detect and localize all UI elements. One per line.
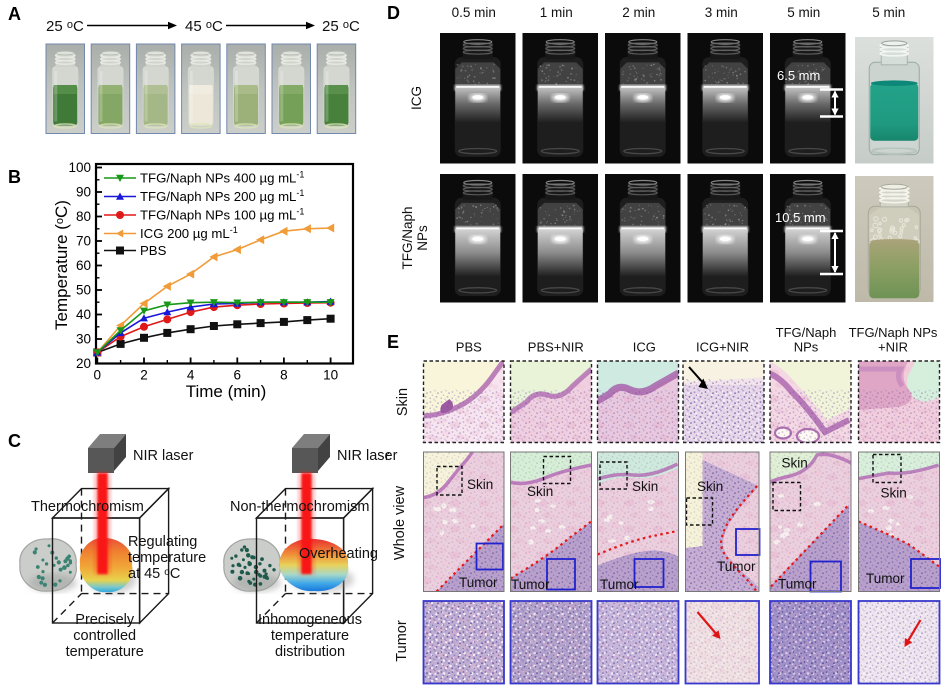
svg-text:Tumor: Tumor <box>866 571 905 586</box>
svg-text:TFG/Naph NPs 100 µg mL-1: TFG/Naph NPs 100 µg mL-1 <box>140 207 304 223</box>
svg-text:0: 0 <box>94 368 102 383</box>
svg-text:25 oC: 25 oC <box>322 18 360 35</box>
svg-text:1 min: 1 min <box>540 5 573 20</box>
svg-text:Time (min): Time (min) <box>186 382 267 401</box>
svg-text:TFG/Naph: TFG/Naph <box>400 206 415 269</box>
svg-text:Skin: Skin <box>881 486 907 501</box>
svg-text:5 min: 5 min <box>787 5 820 20</box>
svg-text:3 min: 3 min <box>705 5 738 20</box>
svg-text:temperature: temperature <box>271 628 349 644</box>
svg-text:Skin: Skin <box>632 479 658 494</box>
svg-text:8: 8 <box>280 368 288 383</box>
svg-text:temperature: temperature <box>66 644 144 660</box>
svg-text:distribution: distribution <box>275 644 345 660</box>
svg-text:Skin: Skin <box>527 484 553 499</box>
svg-text:Inhomogeneous: Inhomogeneous <box>258 612 362 628</box>
svg-text:10: 10 <box>323 368 338 383</box>
svg-text:80: 80 <box>76 209 91 224</box>
svg-text:NPs: NPs <box>794 340 819 355</box>
svg-text:Skin: Skin <box>697 479 723 494</box>
svg-text:2 min: 2 min <box>622 5 655 20</box>
svg-text:C: C <box>8 431 21 451</box>
svg-text:40: 40 <box>76 307 91 322</box>
svg-text:Tumor: Tumor <box>459 575 498 590</box>
svg-text:Whole view: Whole view <box>392 485 408 560</box>
svg-text:PBS: PBS <box>456 340 482 355</box>
svg-text:Thermochromism: Thermochromism <box>31 499 144 515</box>
svg-text:45 oC: 45 oC <box>185 18 223 35</box>
svg-text:Tumor: Tumor <box>394 620 410 662</box>
svg-text:Skin: Skin <box>782 456 808 471</box>
svg-text:TFG/Naph NPs: TFG/Naph NPs <box>849 325 938 340</box>
svg-text:NPs: NPs <box>415 225 430 251</box>
svg-text:D: D <box>387 3 400 23</box>
svg-text:Precisely: Precisely <box>75 612 135 628</box>
svg-text:TFG/Naph: TFG/Naph <box>776 325 837 340</box>
svg-text:B: B <box>8 167 21 187</box>
svg-text:NIR laser: NIR laser <box>133 448 194 464</box>
svg-text:2: 2 <box>140 368 148 383</box>
svg-text:50: 50 <box>76 283 91 298</box>
svg-text:25 oC: 25 oC <box>46 18 84 35</box>
svg-text:E: E <box>387 332 399 352</box>
svg-text:4: 4 <box>187 368 195 383</box>
svg-text:Tumor: Tumor <box>600 577 639 592</box>
svg-text:10.5 mm: 10.5 mm <box>775 210 826 225</box>
svg-text:Tumor: Tumor <box>778 577 817 592</box>
svg-text:30: 30 <box>76 332 91 347</box>
svg-text:A: A <box>8 4 21 24</box>
svg-text:5 min: 5 min <box>872 5 905 20</box>
svg-text:0.5 min: 0.5 min <box>452 5 496 20</box>
svg-text:Tumor: Tumor <box>717 559 756 574</box>
svg-text:+NIR: +NIR <box>878 340 908 355</box>
svg-text:PBS+NIR: PBS+NIR <box>528 340 584 355</box>
svg-text:r: r <box>385 448 390 463</box>
svg-text:Non-thermochromism: Non-thermochromism <box>230 499 369 515</box>
svg-text:ICG: ICG <box>633 340 656 355</box>
svg-text:Skin: Skin <box>467 477 493 492</box>
svg-text:TFG/Naph NPs 400 µg mL-1: TFG/Naph NPs 400 µg mL-1 <box>140 170 304 186</box>
svg-text:Skin: Skin <box>395 388 411 416</box>
svg-text:NIR laser: NIR laser <box>337 448 398 464</box>
svg-text:6: 6 <box>234 368 242 383</box>
svg-text:PBS: PBS <box>140 243 167 258</box>
svg-text:Tumor: Tumor <box>511 577 550 592</box>
svg-text:Temperature (oC): Temperature (oC) <box>52 200 71 330</box>
svg-text:controlled: controlled <box>73 628 136 644</box>
svg-text:at 45 oC: at 45 oC <box>128 566 180 582</box>
svg-text:60: 60 <box>76 258 91 273</box>
svg-text:90: 90 <box>76 185 91 200</box>
svg-text:Overheating: Overheating <box>299 546 378 562</box>
svg-text:TFG/Naph NPs 200 µg mL-1: TFG/Naph NPs 200 µg mL-1 <box>140 188 304 204</box>
svg-text:ICG+NIR: ICG+NIR <box>696 340 749 355</box>
svg-text:100: 100 <box>68 160 91 175</box>
svg-text:Regulating: Regulating <box>128 534 197 550</box>
svg-text:70: 70 <box>76 234 91 249</box>
svg-text:ICG 200 µg mL-1: ICG 200 µg mL-1 <box>140 225 238 241</box>
svg-text:ICG: ICG <box>409 86 424 110</box>
svg-text:temperature: temperature <box>128 550 206 566</box>
svg-text:20: 20 <box>76 356 91 371</box>
svg-text:6.5 mm: 6.5 mm <box>777 68 820 83</box>
